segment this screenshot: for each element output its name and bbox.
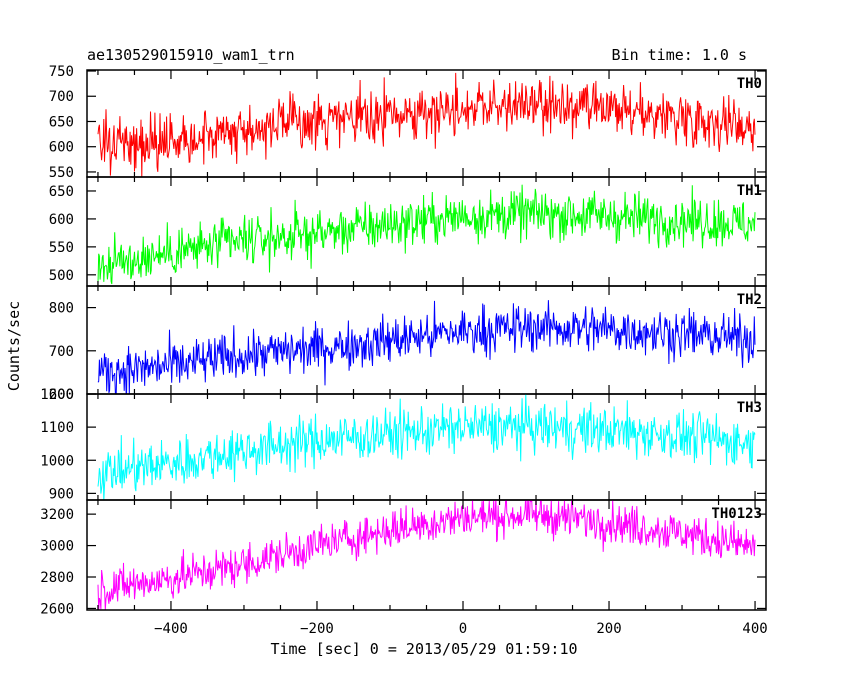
y-tick-label: 700: [49, 89, 74, 105]
series-line-th3: [97, 394, 756, 500]
series-line-th1: [97, 184, 756, 285]
panel-label: TH1: [737, 183, 762, 199]
y-tick-label: 600: [49, 387, 74, 403]
y-axis-label: Counts/sec: [5, 301, 23, 391]
panel-label: TH0: [737, 76, 762, 92]
series-line-th0123: [97, 500, 756, 610]
panel-th3: 900 1000 1100 1200 TH3: [40, 387, 767, 502]
x-axis-label: Time [sec] 0 = 2013/05/29 01:59:10: [270, 640, 577, 658]
x-tick-label: −400: [154, 621, 188, 637]
y-tick-label: 900: [49, 486, 74, 502]
x-tick-label: 400: [742, 621, 767, 637]
bin-time-label: Bin time: 1.0 s: [612, 46, 747, 64]
panel-th0: 550 600 650 700 750 TH0: [49, 64, 767, 181]
y-tick-label: 1100: [40, 420, 74, 436]
y-tick-label: 550: [49, 165, 74, 181]
y-tick-label: 1000: [40, 453, 74, 469]
y-tick-label: 1200: [40, 387, 74, 403]
y-tick-label: 2600: [40, 601, 74, 617]
y-tick-label: 3200: [40, 507, 74, 523]
y-tick-label: 800: [49, 301, 74, 317]
panel-label: TH0123: [711, 506, 762, 522]
panel-label: TH3: [737, 400, 762, 416]
y-tick-label: 550: [49, 240, 74, 256]
y-tick-label: 3000: [40, 539, 74, 555]
y-tick-label: 650: [49, 114, 74, 130]
x-tick-label: 0: [459, 621, 467, 637]
series-line-th0: [97, 72, 756, 177]
y-tick-label: 650: [49, 184, 74, 200]
panel-th0123: 2600 2800 3000 3200 TH0123: [40, 499, 767, 617]
y-tick-label: 600: [49, 140, 74, 156]
y-tick-label: 600: [49, 212, 74, 228]
panels-group: 550 600 650 700 750 TH0 500 550 600 650 TH1 600 700 8…: [40, 64, 767, 637]
series-line-th2: [97, 300, 756, 394]
file-title: ae130529015910_wam1_trn: [87, 46, 295, 64]
panel-frame: [86, 176, 767, 287]
panel-th1: 500 550 600 650 TH1: [49, 176, 767, 287]
y-tick-label: 700: [49, 344, 74, 360]
panel-frame: [86, 499, 767, 611]
panel-label: TH2: [737, 292, 762, 308]
panel-th2: 600 700 800 TH2: [49, 285, 767, 403]
x-tick-label: 200: [596, 621, 621, 637]
y-tick-label: 500: [49, 268, 74, 284]
y-tick-label: 750: [49, 64, 74, 80]
x-tick-label: −200: [300, 621, 334, 637]
y-tick-label: 2800: [40, 570, 74, 586]
